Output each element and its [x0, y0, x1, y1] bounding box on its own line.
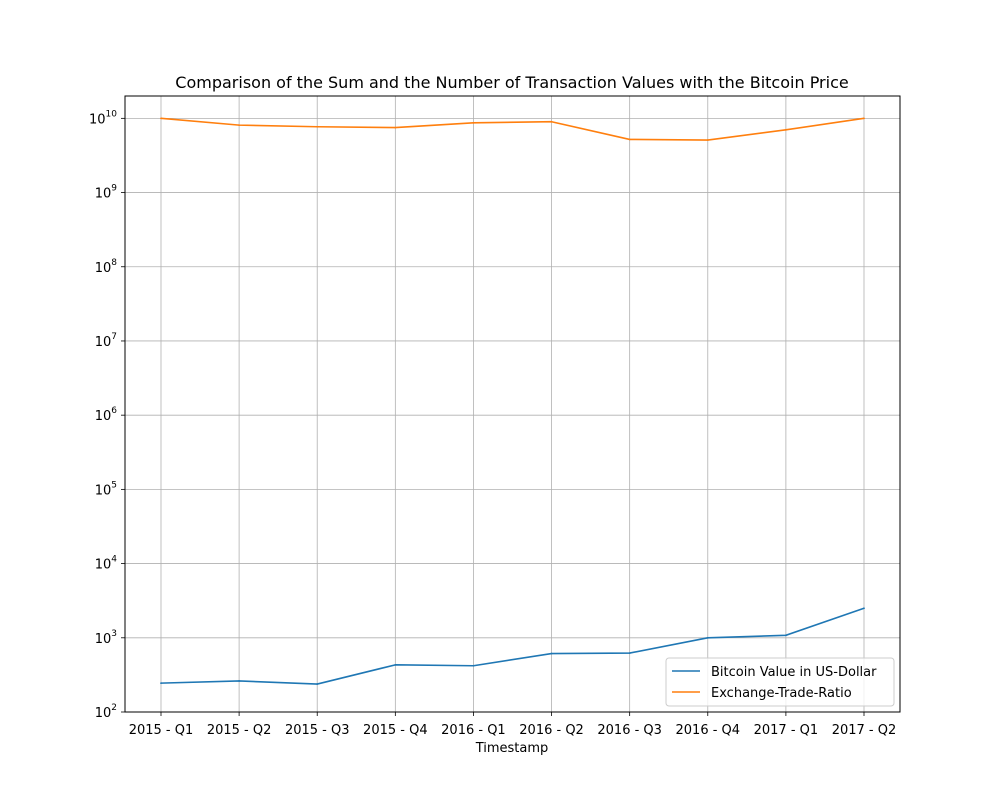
y-tick-exponent: 6 — [111, 406, 117, 416]
data-point — [863, 607, 865, 610]
data-point — [238, 124, 241, 127]
y-tick-mantissa: 10 — [95, 558, 112, 573]
y-tick-mantissa: 10 — [95, 261, 112, 276]
y-tick-exponent: 8 — [111, 258, 117, 268]
x-tick-label: 2015 - Q1 — [129, 723, 194, 738]
data-point — [238, 680, 241, 682]
y-tick-exponent: 4 — [111, 555, 117, 565]
y-tick-exponent: 7 — [111, 332, 117, 342]
data-point — [394, 126, 397, 129]
y-tick-label: 1010 — [89, 109, 117, 127]
plot-area-frame — [124, 95, 901, 713]
y-tick-label: 106 — [95, 406, 118, 424]
y-tick-mantissa: 10 — [95, 187, 112, 202]
data-point — [316, 125, 319, 128]
y-tick-mantissa: 10 — [89, 112, 106, 127]
data-point — [472, 121, 475, 124]
data-point — [550, 120, 553, 123]
series-line-0 — [160, 607, 865, 685]
x-tick-label: 2016 - Q3 — [597, 723, 662, 738]
chart-title: Comparison of the Sum and the Number of … — [175, 73, 848, 92]
data-point — [160, 117, 162, 120]
x-tick-label: 2015 - Q3 — [285, 723, 350, 738]
y-tick-mantissa: 10 — [95, 409, 112, 424]
y-tick-exponent: 9 — [111, 184, 117, 194]
data-point — [628, 138, 631, 141]
data-point — [472, 664, 475, 667]
x-tick-label: 2015 - Q4 — [363, 723, 428, 738]
y-tick-mantissa: 10 — [95, 483, 112, 498]
x-tick-label: 2017 - Q2 — [832, 723, 897, 738]
y-tick-label: 108 — [95, 258, 118, 276]
x-tick-label: 2015 - Q2 — [207, 723, 272, 738]
legend-box — [665, 657, 895, 707]
y-tick-label: 109 — [95, 184, 118, 202]
y-tick-label: 104 — [95, 555, 118, 573]
legend: Bitcoin Value in US-Dollar Exchange-Trade… — [665, 657, 895, 707]
y-tick-exponent: 3 — [111, 629, 117, 639]
data-point — [784, 634, 787, 637]
y-tick-mantissa: 10 — [95, 632, 112, 647]
y-tick-label: 107 — [95, 332, 117, 350]
data-point — [863, 117, 865, 120]
legend-label: Bitcoin Value in US-Dollar — [711, 665, 877, 680]
y-tick-label: 102 — [95, 703, 117, 721]
grid — [125, 96, 900, 713]
data-point — [550, 652, 553, 655]
y-tick-exponent: 2 — [111, 703, 117, 713]
y-tick-label: 105 — [95, 480, 117, 498]
legend-label: Exchange-Trade-Ratio — [711, 686, 852, 701]
x-tick-label: 2017 - Q1 — [754, 723, 819, 738]
x-tick-label: 2016 - Q1 — [441, 723, 506, 738]
data-point — [316, 683, 319, 685]
data-point — [628, 652, 631, 654]
data-point — [784, 128, 787, 131]
y-tick-exponent: 10 — [106, 109, 118, 119]
data-point — [160, 682, 162, 685]
data-point — [394, 663, 397, 666]
series-line-1 — [160, 117, 865, 141]
x-axis-label: Timestamp — [475, 741, 549, 756]
x-tick-label: 2016 - Q4 — [676, 723, 741, 738]
x-tick-label: 2016 - Q2 — [519, 723, 584, 738]
data-point — [706, 636, 709, 639]
y-tick-label: 103 — [95, 629, 117, 647]
data-point — [706, 139, 709, 141]
y-tick-exponent: 5 — [111, 480, 117, 490]
x-axis-ticks: 2015 - Q1 2015 - Q2 2015 - Q3 2015 - Q4 2016… — [129, 712, 897, 738]
plot-series — [160, 117, 865, 685]
y-tick-mantissa: 10 — [95, 706, 112, 721]
y-tick-mantissa: 10 — [95, 335, 112, 350]
